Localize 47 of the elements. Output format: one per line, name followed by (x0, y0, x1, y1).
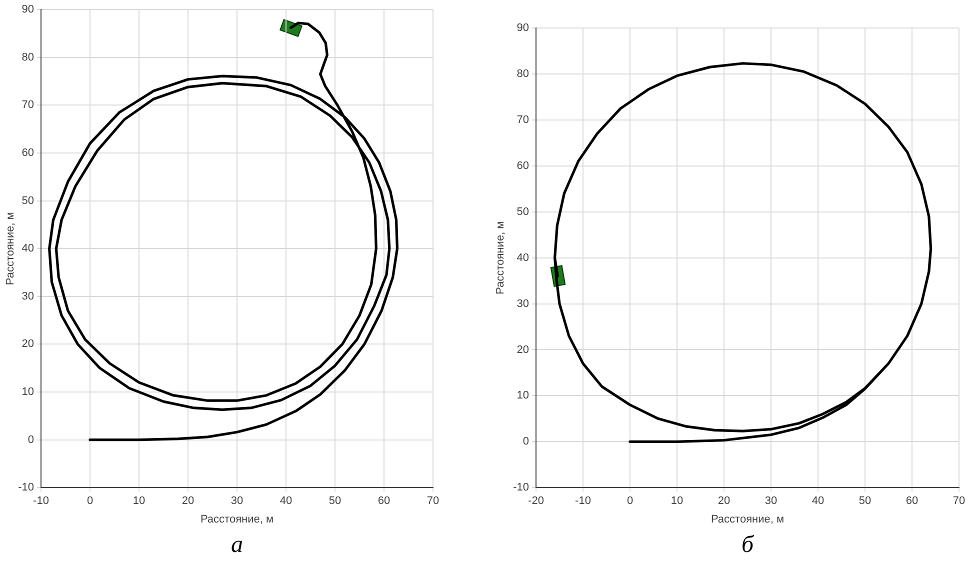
y-tick-label: 30 (22, 290, 34, 302)
y-tick-label: 90 (516, 22, 529, 34)
y-tick-label: 80 (516, 68, 529, 80)
x-tick-label: 0 (626, 495, 634, 508)
y-tick-label: 70 (516, 114, 529, 126)
y-tick-label: 40 (516, 252, 529, 264)
y-tick-label: 80 (22, 51, 34, 64)
x-tick-label: -20 (528, 495, 544, 508)
y-tick-label: 10 (516, 390, 529, 402)
x-tick-label: 40 (280, 495, 292, 508)
y-tick-label: 20 (516, 344, 529, 356)
y-tick-label: 20 (22, 338, 34, 350)
y-tick-label: 30 (516, 298, 529, 310)
y-tick-label: -10 (18, 482, 34, 494)
x-tick-label: -10 (575, 495, 591, 508)
x-tick-label: 10 (132, 495, 146, 508)
x-tick-label: 60 (378, 495, 390, 508)
x-tick-label: 0 (86, 495, 94, 508)
y-tick-label: 60 (22, 147, 34, 160)
x-tick-label: 50 (328, 495, 342, 508)
x-tick-label: -10 (33, 495, 49, 508)
text: б (740, 532, 756, 559)
y-tick-label: 70 (22, 99, 34, 112)
y-tick-label: 0 (522, 436, 529, 448)
y-axis-title: Расстояние, м (4, 212, 17, 286)
x-tick-label: 20 (182, 495, 194, 508)
x-tick-label: 70 (426, 495, 440, 508)
x-axis-title: Расстояние, м (710, 513, 784, 526)
y-tick-label: 10 (22, 386, 34, 398)
x-tick-label: 20 (718, 495, 730, 508)
x-axis-title: Расстояние, м (200, 513, 274, 526)
x-tick-label: 10 (670, 495, 684, 508)
x-tick-label: 30 (230, 495, 244, 508)
x-tick-label: 30 (764, 495, 778, 508)
y-tick-label: -10 (513, 482, 529, 494)
x-tick-label: 70 (952, 495, 966, 508)
y-tick-label: 40 (22, 242, 34, 255)
y-tick-label: 0 (28, 434, 34, 446)
y-tick-label: 90 (22, 4, 34, 16)
x-tick-label: 40 (812, 495, 824, 508)
y-tick-label: 50 (22, 194, 34, 207)
y-tick-label: 60 (516, 160, 529, 172)
y-axis-title: Расстояние, м (494, 221, 507, 294)
y-tick-label: 50 (516, 206, 529, 218)
text: а (230, 532, 244, 559)
x-tick-label: 60 (906, 495, 918, 508)
x-tick-label: 50 (858, 495, 872, 508)
